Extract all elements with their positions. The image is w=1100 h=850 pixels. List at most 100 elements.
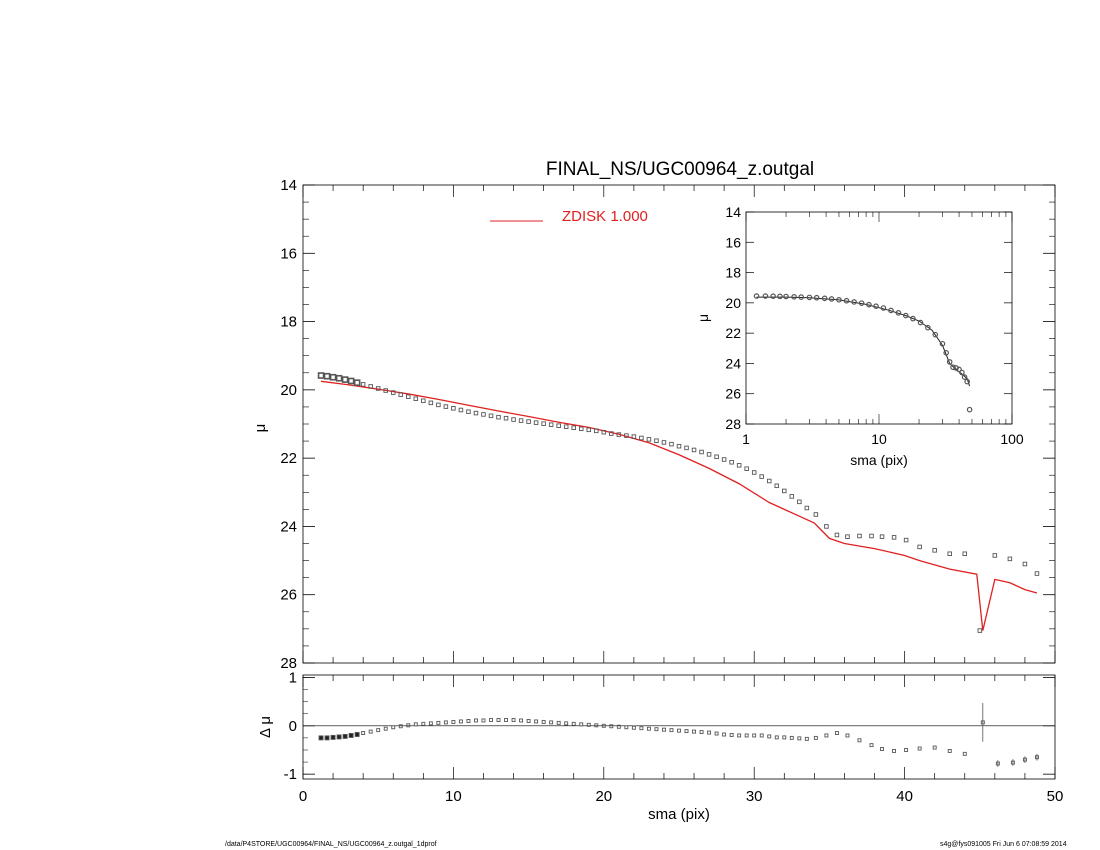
data-point: [639, 435, 644, 441]
residual-point: [646, 726, 651, 731]
residual-point: [391, 725, 396, 730]
data-point: [436, 402, 441, 408]
data-point: [813, 512, 819, 517]
residual-point: [443, 720, 448, 725]
residual-x-tick-label: 20: [595, 788, 612, 805]
inset-data-point: [783, 293, 789, 300]
residual-point: [677, 728, 681, 733]
data-point: [992, 553, 998, 558]
residual-point: [759, 733, 764, 738]
data-point: [869, 533, 874, 539]
main-y-tick-label: 16: [280, 245, 297, 262]
data-point: [533, 420, 539, 425]
legend: ZDISK 1.000: [490, 208, 648, 225]
data-point: [804, 505, 810, 511]
main-y-tick-label: 28: [280, 655, 297, 672]
data-point: [466, 409, 471, 414]
data-point: [879, 534, 885, 539]
residual-point: [428, 721, 433, 726]
residual-x-tick-label: 10: [445, 788, 462, 805]
residual-point: [398, 724, 403, 729]
residual-point: [752, 733, 757, 738]
data-point: [766, 478, 772, 484]
residual-point: [631, 725, 636, 730]
data-point: [398, 392, 404, 397]
residual-point: [869, 743, 874, 748]
data-point: [481, 412, 486, 417]
residual-y-tick-label: 0: [289, 718, 297, 735]
residual-point: [722, 732, 727, 737]
data-point: [488, 413, 494, 419]
inset-x-tick-label: 10: [871, 431, 887, 447]
main-y-tick-label: 14: [280, 177, 297, 194]
residual-point: [368, 729, 373, 734]
inset-data-point: [791, 293, 797, 300]
residual-y-axis-label: Δ μ: [257, 716, 274, 738]
data-point: [646, 437, 652, 442]
data-point: [736, 463, 742, 468]
inset-data-point: [821, 295, 828, 302]
data-point: [834, 532, 840, 538]
data-point: [317, 372, 325, 379]
residual-point: [383, 726, 388, 731]
residual-point: [336, 734, 342, 740]
residual-point: [662, 727, 666, 732]
data-point: [774, 483, 780, 489]
residual-point: [624, 725, 629, 730]
inset-y-tick-label: 20: [725, 295, 741, 311]
data-point: [1007, 556, 1013, 562]
inset-data-point: [858, 300, 865, 306]
inset-data-point: [943, 350, 949, 356]
inset-y-tick-label: 24: [725, 355, 741, 371]
residual-point: [481, 718, 486, 723]
inset-data-point: [851, 299, 857, 305]
residual-point: [466, 719, 471, 723]
residual-point: [744, 733, 749, 738]
inset-data-point: [762, 293, 769, 299]
data-point: [684, 445, 689, 451]
residual-point: [519, 718, 524, 723]
inset-data-point: [866, 301, 872, 308]
data-point: [329, 373, 337, 381]
inset-data-point: [836, 297, 842, 303]
data-point: [511, 417, 516, 422]
inset-data-point: [888, 307, 894, 314]
data-point: [578, 426, 584, 432]
residual-point: [348, 733, 354, 738]
data-point: [421, 398, 426, 404]
inset-x-tick-label: 1: [742, 431, 750, 447]
data-point: [1034, 571, 1040, 576]
data-point: [721, 457, 727, 462]
data-point: [503, 415, 509, 421]
inset-y-tick-label: 26: [725, 386, 741, 402]
inset-data-point: [961, 374, 968, 380]
data-point: [473, 410, 479, 416]
data-point: [428, 400, 434, 406]
data-point: [383, 388, 388, 393]
residual-x-axis-label: sma (pix): [648, 806, 710, 823]
inset-y-tick-label: 14: [725, 204, 741, 220]
residual-point: [549, 720, 554, 725]
residual-point: [962, 751, 967, 756]
inset-data-point: [917, 319, 924, 326]
data-point: [548, 422, 554, 427]
data-point: [586, 427, 592, 433]
inset-data-point: [966, 406, 973, 413]
inset-data-point: [950, 364, 956, 371]
residual-point: [917, 746, 922, 751]
residual-point: [534, 719, 539, 724]
inset-data-point: [813, 294, 820, 301]
inset-data-point: [777, 293, 783, 300]
residual-point: [504, 718, 508, 722]
data-point: [496, 414, 501, 420]
data-point: [323, 372, 331, 380]
data-point: [789, 494, 795, 499]
residual-point: [579, 722, 584, 727]
data-point: [676, 443, 682, 449]
residual-point: [586, 722, 591, 727]
inset-y-axis-label: μ: [695, 314, 711, 322]
footer-file-path: /data/P4STORE/UGC00964/FINAL_NS/UGC00964…: [225, 841, 437, 848]
main-markers: [317, 372, 1040, 633]
residual-point: [616, 724, 621, 729]
main-panel: FINAL_NS/UGC00964_z.outgal 14 16 18 20 22 24 2…: [252, 159, 1056, 672]
